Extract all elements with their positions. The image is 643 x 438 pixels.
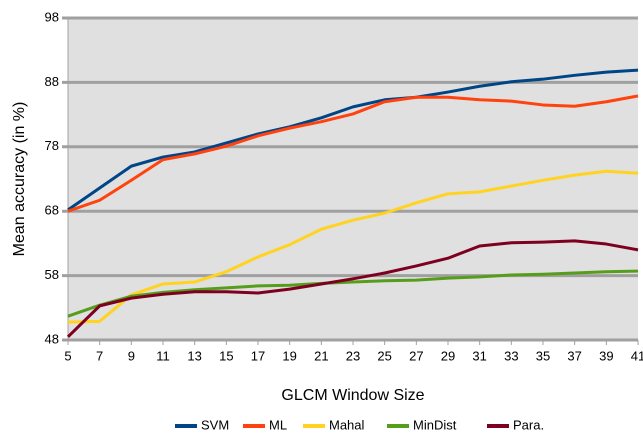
- x-tick-label: 31: [472, 348, 486, 363]
- x-tick-label: 13: [187, 348, 201, 363]
- series-line: [67, 68, 639, 212]
- series-line: [66, 239, 639, 338]
- series-line: [67, 94, 639, 213]
- legend-label: Para.: [513, 417, 544, 432]
- x-tick-label: 33: [504, 348, 518, 363]
- x-tick-label: 39: [599, 348, 613, 363]
- x-tick-label: 35: [536, 348, 550, 363]
- x-tick-label: 7: [96, 348, 103, 363]
- y-tick-label: 48: [45, 331, 59, 346]
- legend-label: ML: [269, 417, 287, 432]
- y-axis-title: Mean accuracy (in %): [11, 102, 28, 257]
- x-tick-label: 23: [346, 348, 360, 363]
- x-tick-label: 15: [219, 348, 233, 363]
- x-tick-label: 9: [128, 348, 135, 363]
- legend-label: MinDist: [413, 417, 457, 432]
- legend-label: Mahal: [329, 417, 365, 432]
- x-tick-label: 5: [64, 348, 71, 363]
- x-tick-label: 11: [156, 348, 170, 363]
- x-tick-label: 41: [631, 348, 643, 363]
- y-tick-label: 58: [45, 267, 59, 282]
- legend-label: SVM: [201, 417, 229, 432]
- y-tick-label: 98: [45, 9, 59, 24]
- series-line: [67, 169, 639, 324]
- series-line: [67, 269, 639, 318]
- x-tick-label: 19: [282, 348, 296, 363]
- y-tick-label: 78: [45, 138, 59, 153]
- x-tick-label: 27: [409, 348, 423, 363]
- x-tick-label: 29: [441, 348, 455, 363]
- x-tick-label: 21: [314, 348, 328, 363]
- y-tick-label: 68: [45, 203, 59, 218]
- x-tick-label: 37: [567, 348, 581, 363]
- y-tick-label: 88: [45, 74, 59, 89]
- x-tick-label: 17: [251, 348, 265, 363]
- x-tick-label: 25: [377, 348, 391, 363]
- x-axis-title: GLCM Window Size: [281, 387, 424, 404]
